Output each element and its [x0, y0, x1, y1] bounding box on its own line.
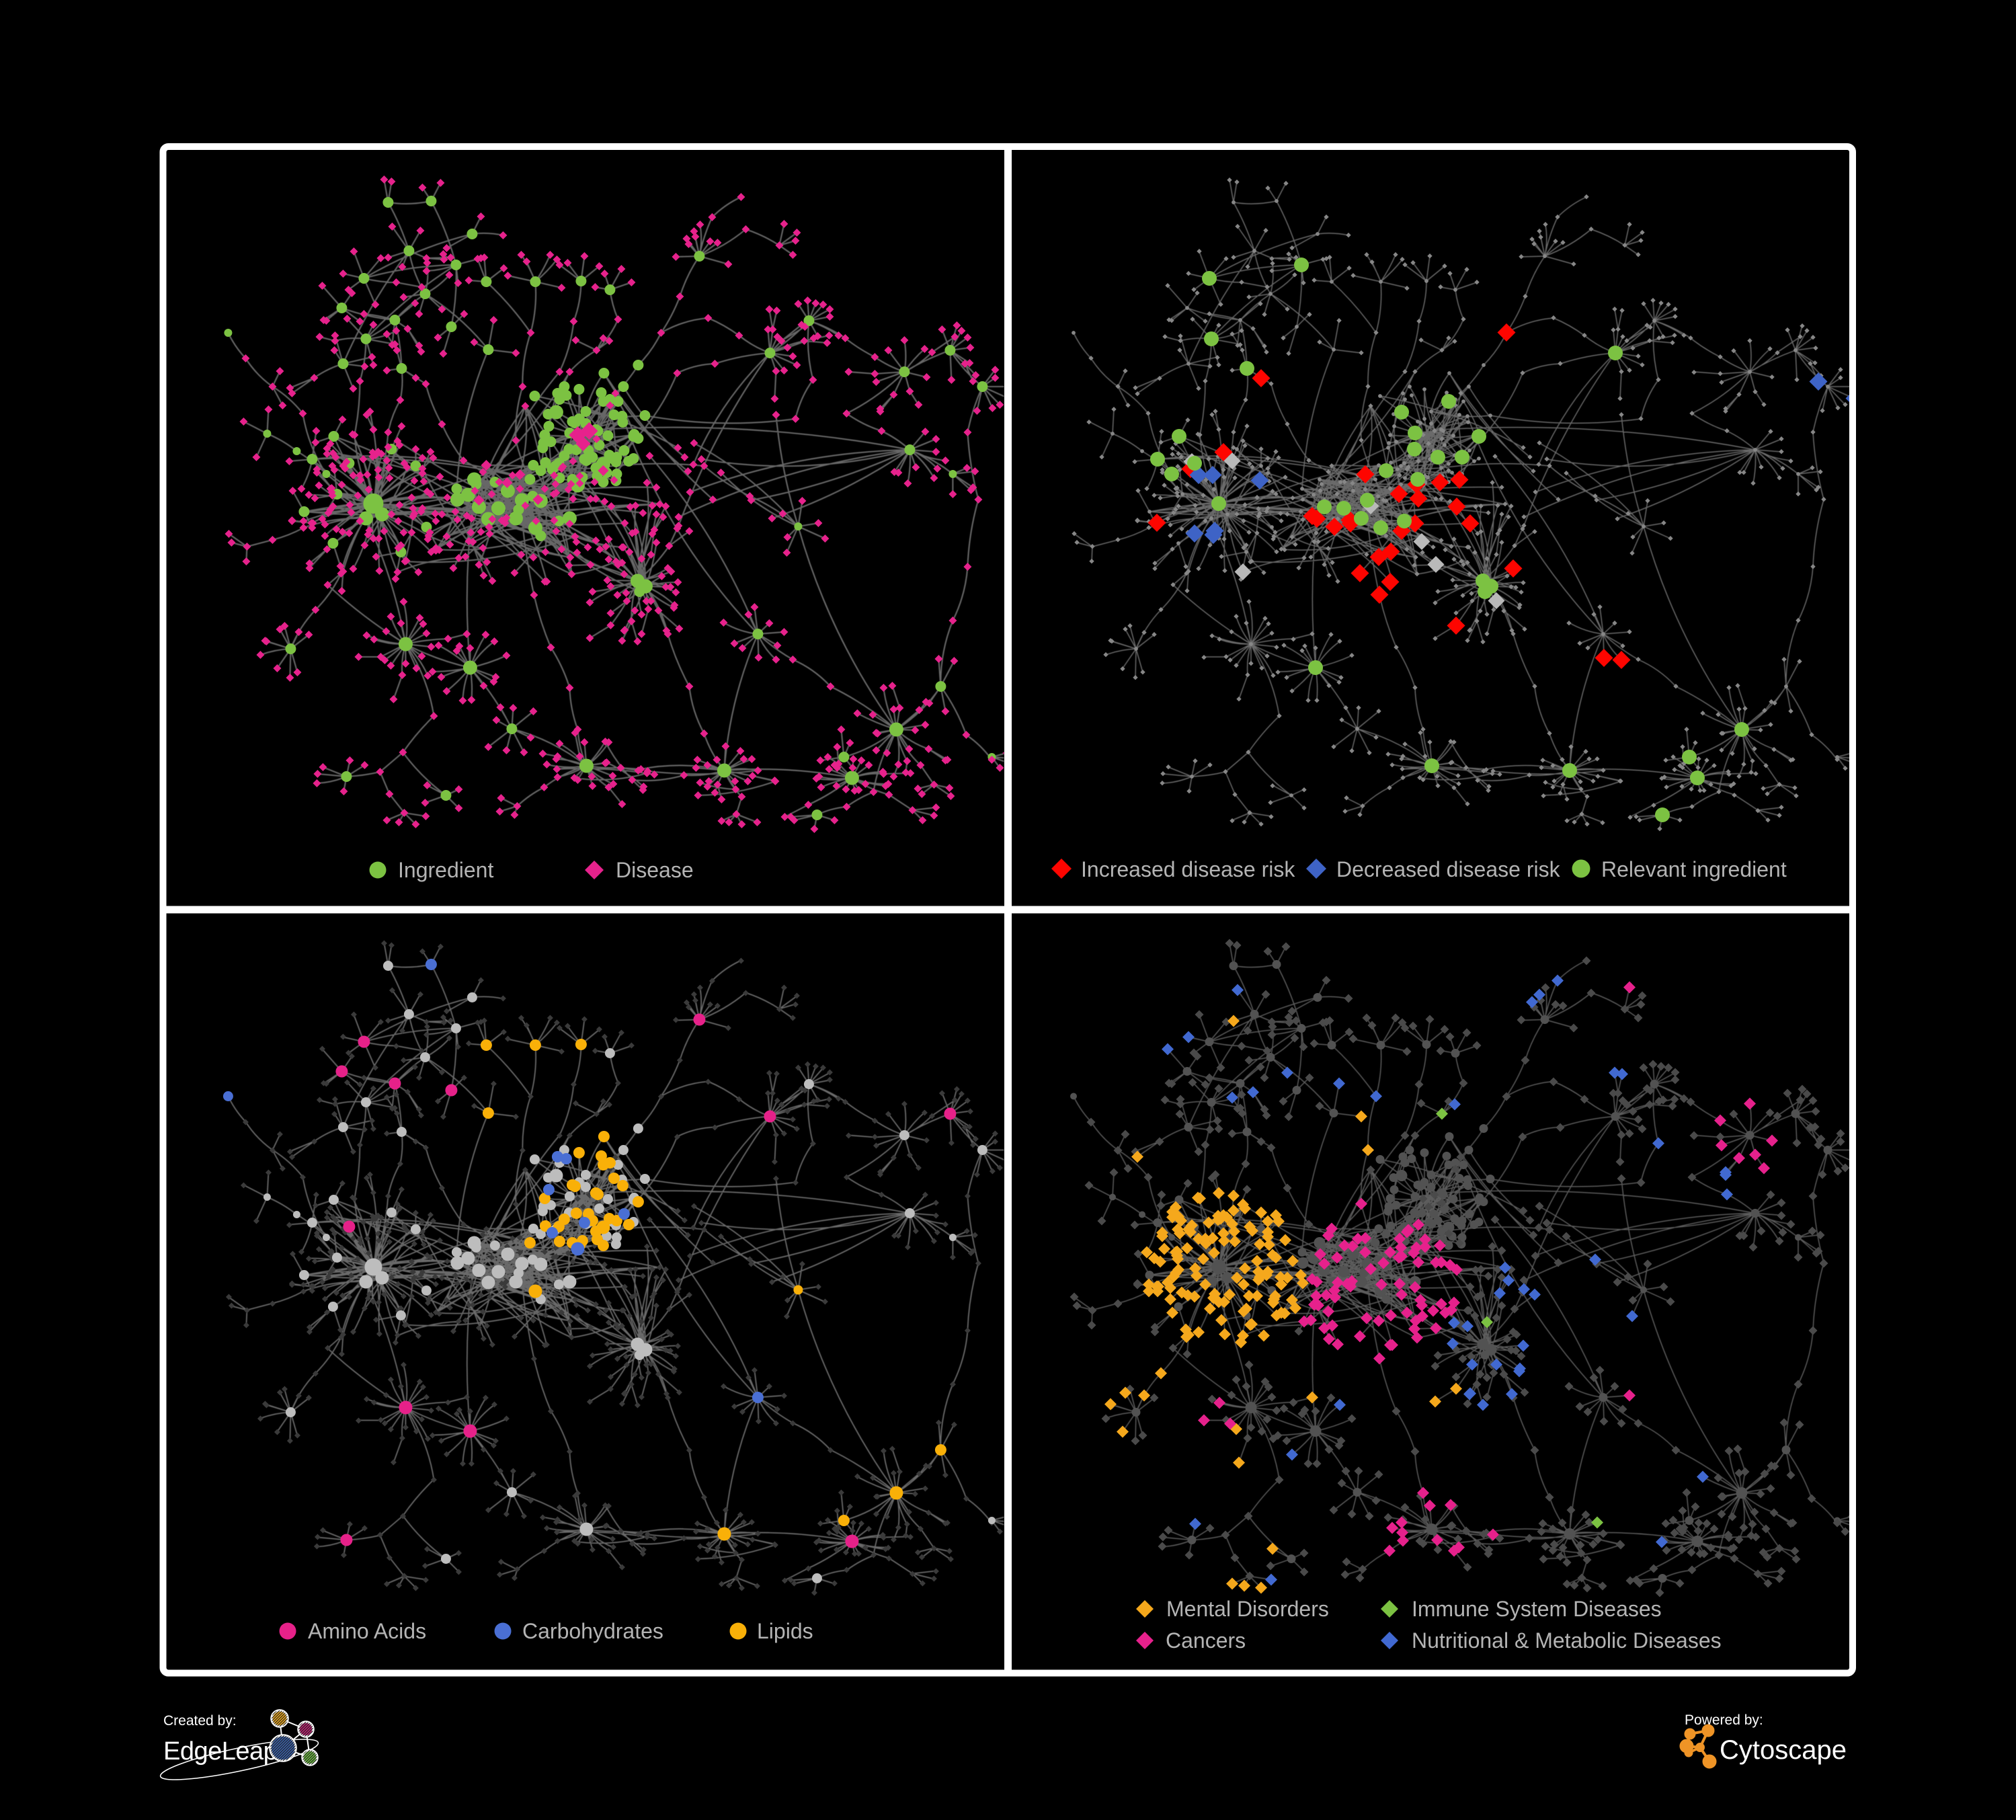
svg-text:Cancers: Cancers [1166, 1628, 1246, 1653]
svg-text:Decreased disease risk: Decreased disease risk [1336, 857, 1561, 881]
svg-text:Powered by:: Powered by: [1685, 1712, 1763, 1728]
svg-text:Nutritional & Metabolic Diseas: Nutritional & Metabolic Diseases [1412, 1628, 1722, 1653]
svg-text:Lipids: Lipids [757, 1619, 813, 1643]
svg-text:Immune System Diseases: Immune System Diseases [1412, 1597, 1662, 1621]
svg-text:Increased disease risk: Increased disease risk [1081, 857, 1295, 881]
svg-text:EdgeLeap: EdgeLeap [163, 1737, 277, 1766]
svg-text:Mental Disorders: Mental Disorders [1166, 1597, 1329, 1621]
svg-text:Disease: Disease [616, 858, 694, 882]
svg-text:Relevant ingredient: Relevant ingredient [1601, 857, 1787, 881]
svg-text:Created by:: Created by: [163, 1713, 237, 1729]
svg-text:Amino Acids: Amino Acids [308, 1619, 426, 1643]
svg-text:Ingredient: Ingredient [398, 858, 493, 882]
svg-text:Cytoscape: Cytoscape [1720, 1735, 1847, 1765]
svg-text:Carbohydrates: Carbohydrates [522, 1619, 663, 1643]
